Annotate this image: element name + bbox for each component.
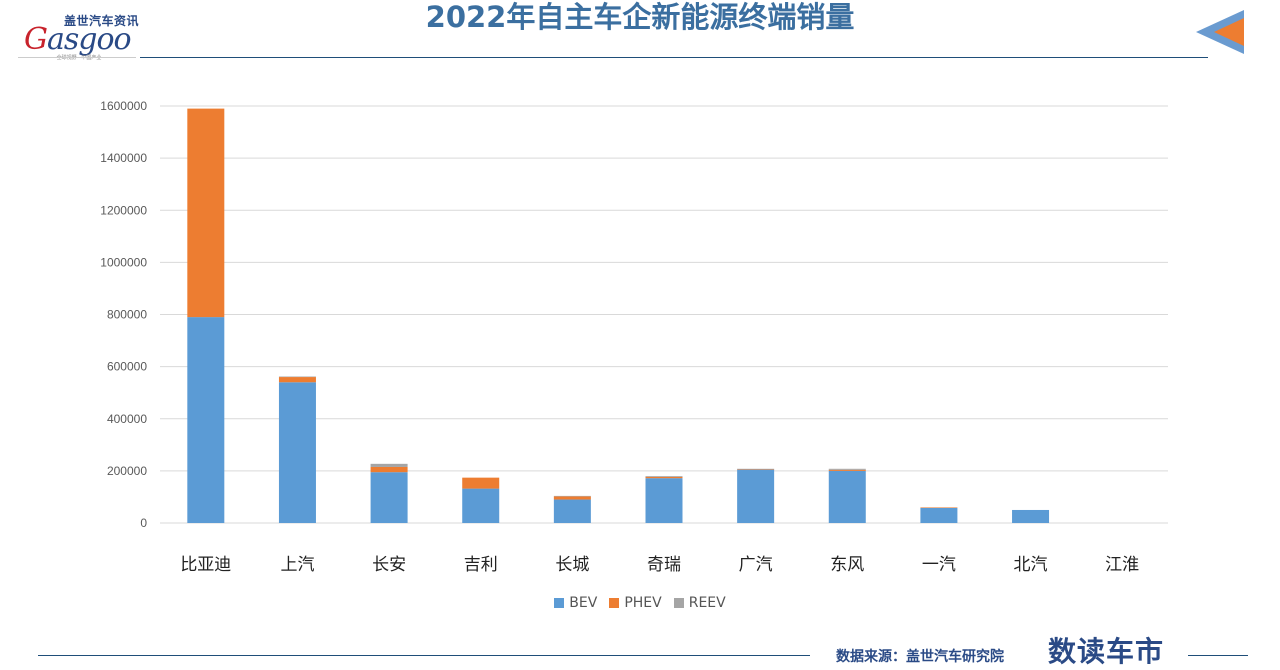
bar-bev — [829, 471, 866, 523]
bar-bev — [187, 317, 224, 523]
y-tick-label: 800000 — [107, 308, 147, 322]
footer-divider-right — [1188, 655, 1248, 656]
bar-bev — [554, 500, 591, 523]
brand-text: 数读车市 — [1048, 630, 1164, 670]
bar-phev — [554, 496, 591, 499]
bar-phev — [371, 467, 408, 472]
x-tick-label: 长安 — [372, 555, 406, 575]
y-tick-label: 1200000 — [100, 203, 147, 217]
bar-reev — [371, 464, 408, 467]
x-tick-label: 上汽 — [280, 555, 314, 575]
y-tick-label: 1000000 — [100, 255, 147, 269]
x-tick-label: 一汽 — [922, 555, 956, 575]
x-tick-label: 东风 — [830, 555, 864, 575]
bar-bev — [1012, 510, 1049, 523]
y-tick-label: 1400000 — [100, 151, 147, 165]
data-source-text: 数据来源：盖世汽车研究院 — [836, 646, 1004, 666]
bar-bev — [279, 382, 316, 523]
y-tick-label: 1600000 — [100, 99, 147, 113]
legend-swatch — [554, 598, 564, 608]
x-tick-label: 长城 — [555, 555, 589, 575]
stacked-bar-chart: 0 200000 400000 600000 800000 1000000 1200000 1… — [0, 0, 1280, 640]
y-axis-ticks: 0 200000 400000 600000 800000 1000000 1200000 1… — [100, 99, 147, 530]
bar-reev — [829, 469, 866, 470]
bar-bev — [920, 508, 957, 523]
legend-swatch — [674, 598, 684, 608]
bar-phev — [737, 469, 774, 470]
bar-phev — [462, 478, 499, 489]
bar-phev — [920, 507, 957, 508]
x-axis-ticks: 比亚迪 上汽 长安 吉利 长城 奇瑞 广汽 东风 一汽 北汽 江淮 — [180, 555, 1139, 575]
legend-label: BEV — [569, 595, 597, 611]
y-tick-label: 0 — [140, 516, 147, 530]
x-tick-label: 奇瑞 — [647, 555, 681, 575]
legend-label: REEV — [689, 595, 726, 611]
x-tick-label: 江淮 — [1105, 555, 1139, 575]
bar-phev — [187, 109, 224, 318]
y-tick-label: 200000 — [107, 464, 147, 478]
bar-bev — [737, 470, 774, 523]
x-tick-label: 吉利 — [464, 555, 498, 575]
legend-swatch — [609, 598, 619, 608]
legend-item: REEV — [674, 595, 726, 611]
chart-legend: BEV PHEV REEV — [0, 595, 1280, 611]
bar-bev — [646, 478, 683, 523]
y-tick-label: 400000 — [107, 412, 147, 426]
legend-item: BEV — [554, 595, 597, 611]
x-tick-label: 北汽 — [1014, 555, 1048, 575]
bar-reev — [554, 496, 591, 497]
bar-bev — [462, 489, 499, 523]
legend-label: PHEV — [624, 595, 661, 611]
bar-phev — [646, 477, 683, 478]
bar-reev — [646, 476, 683, 477]
legend-item: PHEV — [609, 595, 661, 611]
bar-phev — [279, 377, 316, 382]
bar-reev — [279, 377, 316, 378]
footer-divider-left — [38, 655, 810, 656]
chart-bars — [187, 109, 1049, 523]
x-tick-label: 比亚迪 — [180, 555, 231, 575]
bar-bev — [371, 472, 408, 523]
bar-phev — [829, 470, 866, 471]
y-tick-label: 600000 — [107, 360, 147, 374]
x-tick-label: 广汽 — [739, 555, 773, 575]
